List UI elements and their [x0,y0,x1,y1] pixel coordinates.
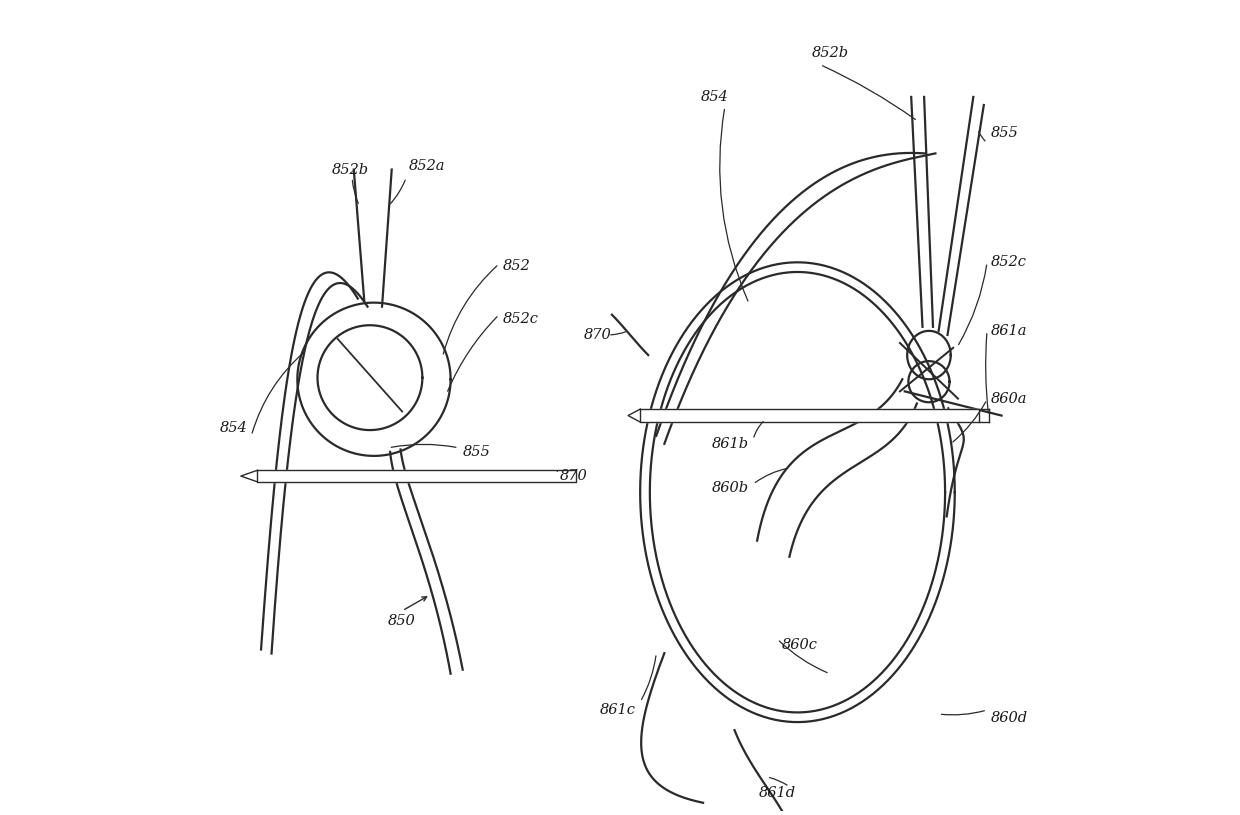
Text: 870: 870 [559,469,588,483]
Text: 852b: 852b [332,162,370,177]
Polygon shape [640,409,978,422]
Text: 852a: 852a [409,158,445,173]
Text: 852c: 852c [503,312,539,326]
Text: 855: 855 [463,445,491,459]
Text: 852: 852 [503,259,531,273]
Text: 870: 870 [584,328,611,342]
Text: 861d: 861d [759,786,796,800]
Text: 861b: 861b [712,437,749,451]
Text: 854: 854 [701,90,729,104]
Text: 852c: 852c [991,255,1027,269]
Text: 860d: 860d [991,711,1028,725]
Text: 860c: 860c [781,638,817,653]
Text: 850: 850 [388,615,415,628]
Text: 861c: 861c [600,703,636,717]
Text: 852b: 852b [812,46,849,59]
Text: 860a: 860a [991,393,1028,407]
Text: 861a: 861a [991,324,1028,338]
Text: 854: 854 [219,421,247,434]
Text: 855: 855 [991,126,1019,140]
Polygon shape [257,470,575,482]
Text: 860b: 860b [712,481,749,496]
